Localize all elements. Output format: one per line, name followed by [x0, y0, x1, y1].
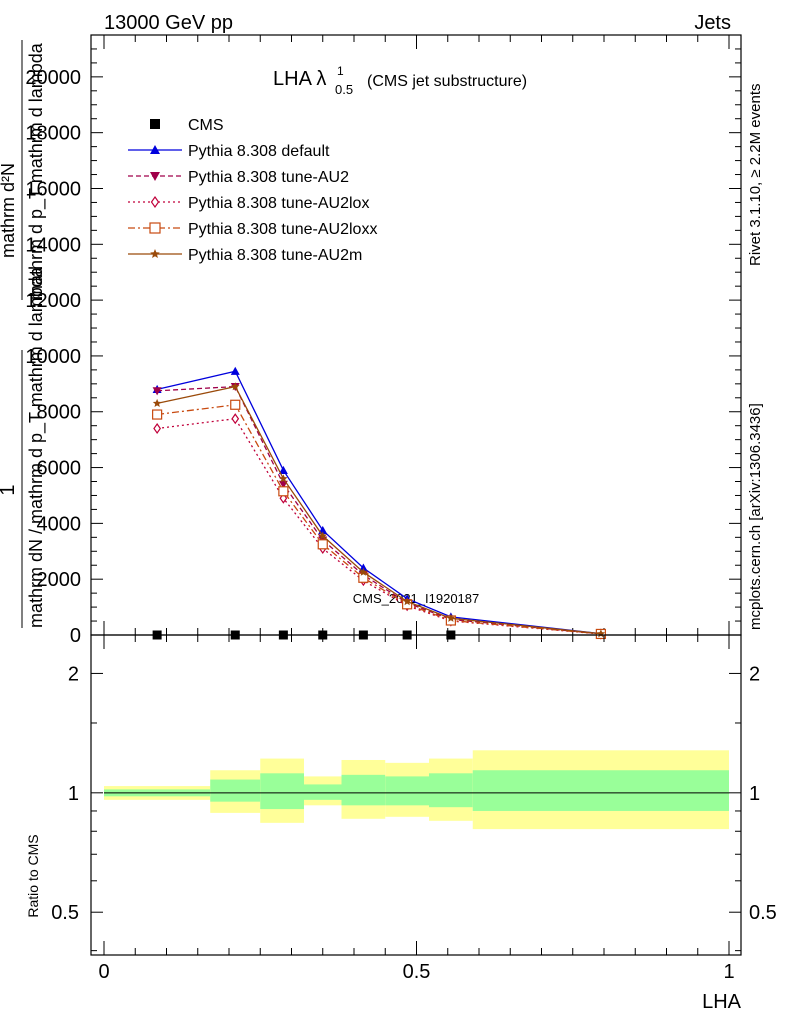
x-tick-label: 0.5	[403, 961, 431, 983]
main-title: LHA λ 1 0.5 (CMS jet substructure)	[273, 64, 527, 97]
data-point	[446, 613, 456, 622]
data-point	[231, 382, 240, 391]
header-left-label: 13000 GeV pp	[104, 12, 233, 34]
ratio-y-tick-label-right: 1	[749, 783, 760, 805]
data-point	[359, 567, 368, 576]
data-point	[278, 486, 289, 497]
legend-label: Pythia 8.308 tune-AU2lox	[188, 195, 369, 212]
legend-marker	[150, 195, 160, 209]
rivet-version-label: Rivet 3.1.10, ≥ 2.2M events	[747, 84, 764, 267]
data-point	[152, 398, 162, 407]
legend-label: Pythia 8.308 tune-AU2loxx	[188, 221, 377, 238]
y-tick-label: 10000	[25, 346, 81, 368]
y-tick-label: 2000	[37, 569, 82, 591]
x-tick-label: 1	[723, 961, 734, 983]
data-point	[153, 422, 162, 435]
legend-entry: Pythia 8.308 default	[128, 143, 330, 160]
mcplots-label: mcplots.cern.ch [arXiv:1306.3436]	[747, 403, 764, 630]
y-tick-label: 20000	[25, 67, 81, 89]
ratio-ylabel: Ratio to CMS	[25, 834, 41, 917]
ylabel-fraction-numerator: 1	[0, 484, 19, 495]
legend-entry: Pythia 8.308 tune-AU2	[128, 169, 349, 186]
y-tick-label: 4000	[37, 513, 82, 535]
ratio-band-green	[304, 784, 342, 800]
ratio-y-tick-label: 1	[68, 783, 79, 805]
legend: CMS Pythia 8.308 default Pythia 8.308 tune…	[128, 117, 377, 264]
data-point	[152, 409, 163, 420]
ratio-band-green	[385, 776, 429, 806]
data-point	[279, 492, 288, 504]
y-tick-label: 12000	[25, 290, 81, 312]
header-right-label: Jets	[694, 12, 731, 34]
data-point	[279, 474, 288, 483]
data-point	[318, 531, 327, 540]
legend-entry: Pythia 8.308 tune-AU2lox	[128, 195, 369, 212]
y-tick-label: 0	[70, 625, 81, 647]
ratio-band-green	[210, 779, 261, 802]
legend-marker	[149, 222, 161, 234]
legend-marker	[150, 145, 160, 154]
ratio-band-green	[341, 774, 386, 806]
data-point	[317, 539, 328, 550]
ratio-band-green	[429, 773, 473, 808]
ratio-band-green	[260, 773, 304, 810]
title-superscript: 1	[337, 64, 344, 78]
y-tick-label: 16000	[25, 178, 81, 200]
data-point	[152, 387, 162, 396]
legend-marker	[150, 119, 160, 129]
y-tick-label: 18000	[25, 123, 81, 145]
legend-label: Pythia 8.308 tune-AU2m	[188, 247, 362, 264]
ratio-y-tick-label: 0.5	[51, 902, 79, 924]
data-point	[230, 399, 241, 410]
legend-label: CMS	[188, 117, 224, 134]
data-point	[230, 366, 240, 375]
legend-marker	[150, 172, 160, 181]
title-subscript: 0.5	[335, 82, 353, 97]
ratio-y-tick-label-right: 2	[749, 663, 760, 685]
main-ylabel: 1 mathrm dN / mathrm d p_T mathrm d lamb…	[0, 40, 47, 628]
legend-entry: Pythia 8.308 tune-AU2m	[128, 247, 362, 264]
legend-label: Pythia 8.308 default	[188, 143, 330, 160]
data-point	[278, 465, 288, 474]
ratio-y-tick-label-right: 0.5	[749, 902, 777, 924]
title-suffix: (CMS jet substructure)	[367, 73, 527, 90]
legend-marker	[150, 249, 160, 258]
series-line	[156, 370, 601, 635]
legend-entry: Pythia 8.308 tune-AU2loxx	[128, 221, 377, 238]
data-point	[402, 597, 412, 606]
series-line	[156, 385, 601, 635]
x-tick-label: 0	[98, 961, 109, 983]
ylabel-fraction-denominator: mathrm dN / mathrm d p_T mathrm d lambda	[26, 266, 47, 628]
y-tick-label: 14000	[25, 234, 81, 256]
y-tick-label: 6000	[37, 458, 82, 480]
x-axis-label: LHA	[702, 991, 742, 1013]
ylabel-top-denominator: mathrm d p_T mathrm d lambda	[26, 42, 47, 300]
ylabel-top-numerator: mathrm d²N	[0, 163, 18, 258]
ratio-band-green	[472, 770, 729, 811]
ratio-plot-area: 0 0.5 1 0.5 0.5 1 1 2 2	[51, 634, 777, 983]
legend-entry: CMS	[150, 117, 224, 134]
y-tick-label: 8000	[37, 402, 82, 424]
title-main: LHA λ	[273, 68, 326, 90]
data-point	[231, 413, 240, 425]
series-line	[157, 404, 601, 635]
ratio-y-tick-label: 2	[68, 663, 79, 685]
legend-label: Pythia 8.308 tune-AU2	[188, 169, 349, 186]
main-plot-area: 0 2000 4000 6000 8000 10000 12000 14000 16000 180…	[25, 34, 742, 647]
analysis-watermark: CMS_2021_I1920187	[353, 591, 480, 606]
